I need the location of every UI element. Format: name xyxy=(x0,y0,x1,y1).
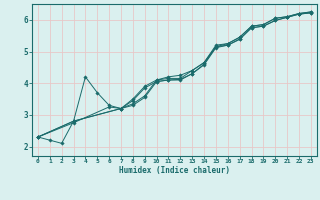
X-axis label: Humidex (Indice chaleur): Humidex (Indice chaleur) xyxy=(119,166,230,175)
